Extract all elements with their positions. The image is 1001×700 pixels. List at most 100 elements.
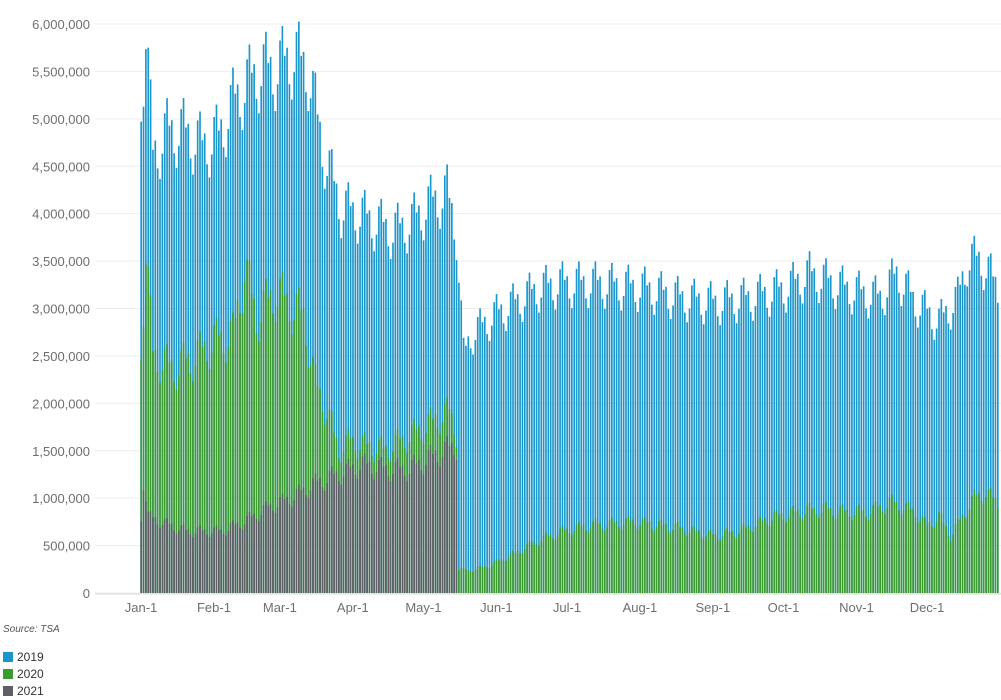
bar-2019[interactable] <box>528 272 531 593</box>
bar-2020[interactable] <box>596 524 599 593</box>
bar-2021[interactable] <box>399 467 401 593</box>
bar-2019[interactable] <box>566 276 568 593</box>
bar-2019[interactable] <box>740 285 743 593</box>
bar-2020[interactable] <box>643 516 646 593</box>
bar-2021[interactable] <box>378 460 380 593</box>
bar-2020[interactable] <box>716 538 719 593</box>
bar-2019[interactable] <box>389 258 392 593</box>
bar-2020[interactable] <box>891 494 893 593</box>
bar-2019[interactable] <box>453 239 456 593</box>
bar-2021[interactable] <box>276 506 279 593</box>
bar-2020[interactable] <box>940 514 943 593</box>
bar-2020[interactable] <box>559 528 561 593</box>
bar-2019[interactable] <box>352 202 354 594</box>
bar-2019[interactable] <box>785 312 787 593</box>
bar-2019[interactable] <box>307 111 310 593</box>
bar-2021[interactable] <box>389 481 392 593</box>
bar-2021[interactable] <box>335 471 338 593</box>
bar-2020[interactable] <box>260 321 263 593</box>
bar-2021[interactable] <box>328 470 331 593</box>
bar-2020[interactable] <box>693 525 696 593</box>
bar-2019[interactable] <box>754 306 757 593</box>
bar-2019[interactable] <box>646 285 648 593</box>
bar-2019[interactable] <box>667 308 670 593</box>
bar-2020[interactable] <box>533 541 536 593</box>
bar-2020[interactable] <box>895 501 898 593</box>
bar-2021[interactable] <box>274 513 277 593</box>
bar-2019[interactable] <box>818 302 820 593</box>
bar-2020[interactable] <box>283 296 286 593</box>
bar-2019[interactable] <box>568 298 571 593</box>
bar-2019[interactable] <box>448 197 451 593</box>
bar-2019[interactable] <box>330 149 333 593</box>
bar-2019[interactable] <box>502 323 505 593</box>
bar-2020[interactable] <box>778 514 780 593</box>
bar-2020[interactable] <box>232 312 234 593</box>
bar-2020[interactable] <box>458 570 460 593</box>
bar-2020[interactable] <box>585 530 587 593</box>
bar-2019[interactable] <box>968 270 971 593</box>
bar-2019[interactable] <box>516 294 519 593</box>
bar-2019[interactable] <box>333 181 335 594</box>
bar-2021[interactable] <box>429 445 432 593</box>
bar-2020[interactable] <box>194 365 197 593</box>
bar-2019[interactable] <box>947 323 950 593</box>
bar-2021[interactable] <box>166 517 168 593</box>
bar-2019[interactable] <box>451 203 453 593</box>
bar-2020[interactable] <box>542 535 545 593</box>
bar-2020[interactable] <box>229 320 232 593</box>
bar-2019[interactable] <box>429 174 432 593</box>
bar-2020[interactable] <box>168 362 171 593</box>
bar-2020[interactable] <box>239 313 241 593</box>
bar-2020[interactable] <box>655 527 658 593</box>
bar-2020[interactable] <box>916 522 919 593</box>
bar-2020[interactable] <box>639 525 641 593</box>
bar-2021[interactable] <box>345 463 347 593</box>
bar-2019[interactable] <box>620 310 623 593</box>
bar-2021[interactable] <box>218 530 220 593</box>
bar-2020[interactable] <box>714 534 717 593</box>
bar-2020[interactable] <box>290 334 293 593</box>
bar-2020[interactable] <box>794 511 797 593</box>
bar-2021[interactable] <box>255 519 258 593</box>
bar-2019[interactable] <box>509 291 512 593</box>
bar-2019[interactable] <box>825 258 827 593</box>
bar-2019[interactable] <box>874 275 877 593</box>
bar-2019[interactable] <box>587 308 590 593</box>
bar-2019[interactable] <box>335 183 338 593</box>
bar-2019[interactable] <box>432 196 434 594</box>
bar-2019[interactable] <box>926 308 929 593</box>
bar-2019[interactable] <box>420 230 423 593</box>
bar-2021[interactable] <box>163 518 166 593</box>
bar-2019[interactable] <box>916 327 919 593</box>
bar-2020[interactable] <box>987 488 990 593</box>
bar-2019[interactable] <box>410 203 413 594</box>
bar-2021[interactable] <box>290 507 293 593</box>
bar-2020[interactable] <box>811 509 813 593</box>
bar-2019[interactable] <box>643 266 646 593</box>
bar-2020[interactable] <box>592 521 594 593</box>
bar-2019[interactable] <box>931 329 933 593</box>
bar-2021[interactable] <box>142 490 145 593</box>
bar-2020[interactable] <box>726 528 729 593</box>
bar-2020[interactable] <box>566 528 568 593</box>
bar-2020[interactable] <box>721 536 724 593</box>
bar-2020[interactable] <box>688 532 691 593</box>
bar-2020[interactable] <box>874 501 877 593</box>
bar-2021[interactable] <box>342 476 345 593</box>
bar-2019[interactable] <box>898 292 900 593</box>
bar-2020[interactable] <box>829 507 832 593</box>
bar-2020[interactable] <box>215 317 218 593</box>
bar-2020[interactable] <box>253 298 255 593</box>
bar-2019[interactable] <box>540 297 543 593</box>
bar-2019[interactable] <box>804 286 806 593</box>
bar-2020[interactable] <box>648 521 651 593</box>
bar-2019[interactable] <box>547 282 550 593</box>
bar-2021[interactable] <box>283 499 286 593</box>
bar-2020[interactable] <box>752 532 754 593</box>
bar-2020[interactable] <box>587 532 590 593</box>
bar-2019[interactable] <box>368 210 371 593</box>
bar-2021[interactable] <box>173 530 175 593</box>
bar-2020[interactable] <box>170 360 173 593</box>
bar-2021[interactable] <box>210 533 213 593</box>
